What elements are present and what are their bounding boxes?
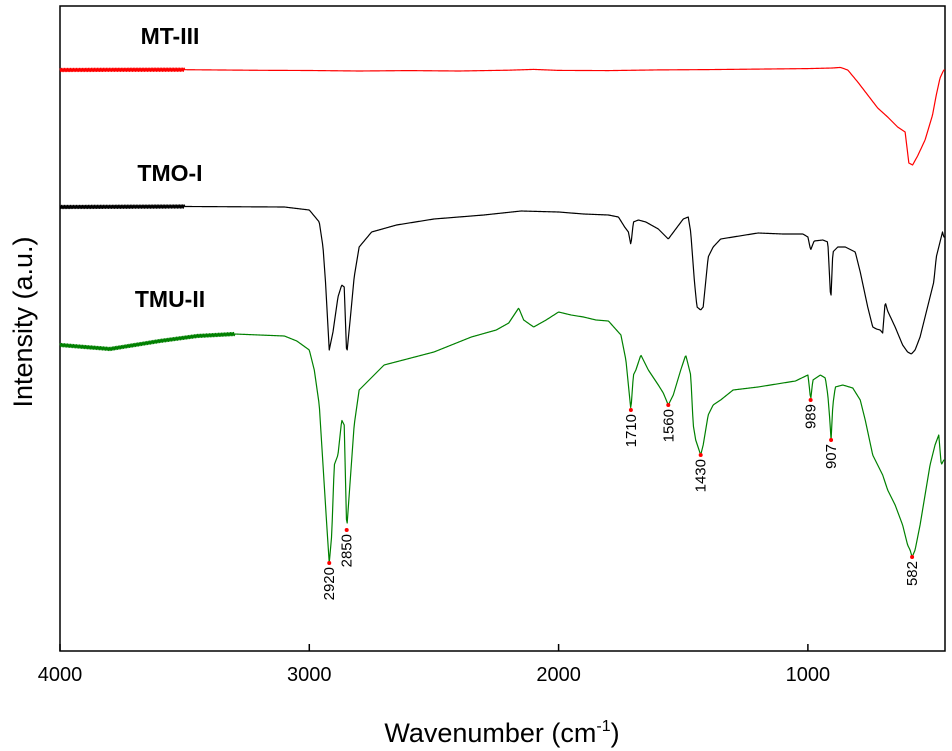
peak-marker <box>327 561 332 565</box>
x-tick-label: 4000 <box>38 664 83 686</box>
peak-marker <box>910 555 915 559</box>
peak-marker <box>698 453 703 457</box>
peak-marker <box>829 438 834 442</box>
x-axis-title-text: Wavenumber (cm <box>384 718 596 748</box>
peak-label: 989 <box>803 404 820 429</box>
series-line-tmu-ii <box>59 307 945 564</box>
series-label-tmu-ii: TMU-II <box>135 286 205 312</box>
x-axis-title: Wavenumber (cm-1) <box>384 718 619 748</box>
series-label-mt-iii: MT-III <box>141 23 200 49</box>
series-line-tmo-i <box>59 204 945 355</box>
peak-label: 1710 <box>623 414 640 447</box>
x-axis-title-close: ) <box>611 718 620 748</box>
y-axis-title: Intensity (a.u.) <box>8 236 38 407</box>
plot-frame <box>59 5 946 652</box>
peak-label: 1430 <box>693 459 710 492</box>
peak-marker <box>344 528 349 532</box>
series-layer <box>59 66 945 564</box>
x-tick-label: 2000 <box>536 664 581 686</box>
peak-label: 2850 <box>339 534 356 567</box>
series-line-mt-iii <box>59 66 945 166</box>
x-axis-ticks: 4000 3000 2000 1000 <box>38 644 830 686</box>
peak-marker <box>666 403 671 407</box>
peak-marker <box>808 398 813 402</box>
x-tick-label: 1000 <box>786 664 831 686</box>
x-tick-label: 3000 <box>287 664 332 686</box>
peak-label: 2920 <box>321 567 338 600</box>
peak-label: 907 <box>823 444 840 469</box>
peak-label: 582 <box>904 561 921 586</box>
series-label-tmo-i: TMO-I <box>137 160 202 186</box>
series-labels: MT-III TMO-I TMU-II <box>135 23 205 312</box>
peak-marker <box>628 408 633 412</box>
peak-label: 1560 <box>660 409 677 442</box>
x-axis-title-superscript: -1 <box>596 718 610 735</box>
